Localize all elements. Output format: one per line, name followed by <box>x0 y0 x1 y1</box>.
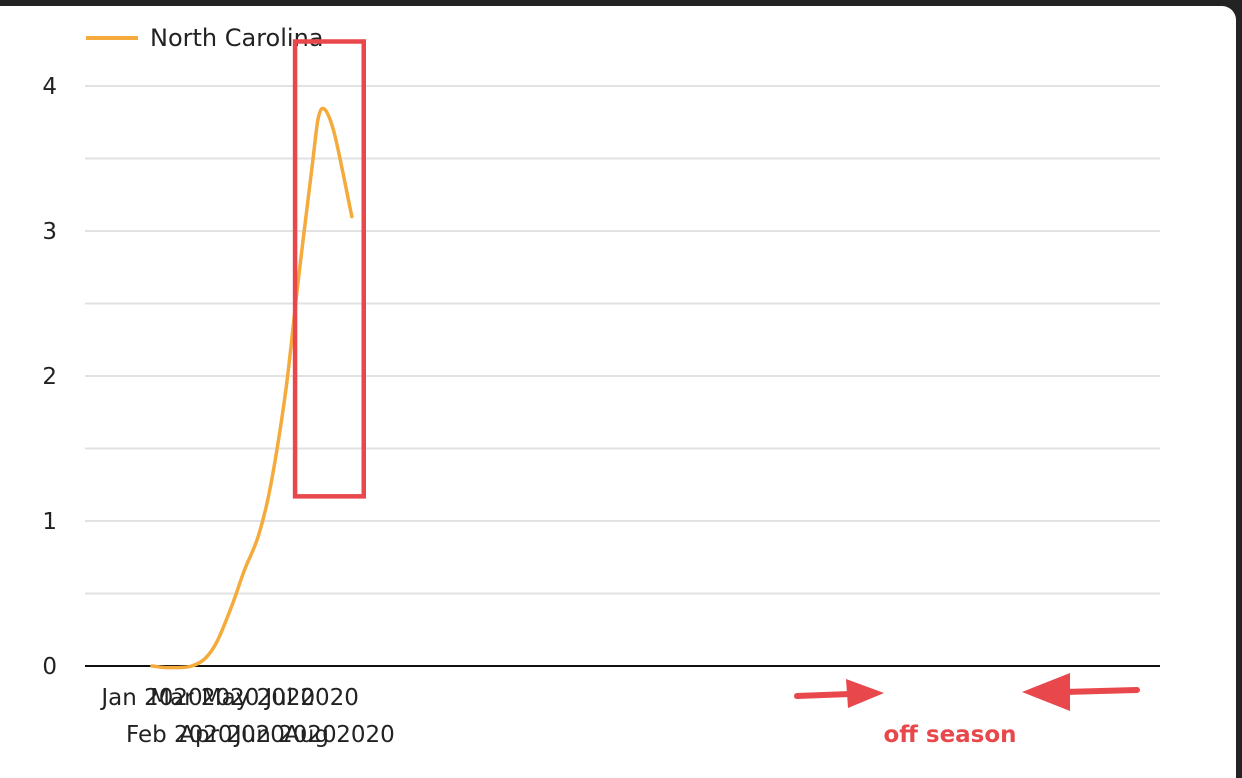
y-tick-label: 4 <box>42 74 57 100</box>
x-tick-label: Apr 2020 <box>179 722 285 748</box>
arrow-left-shaft <box>794 691 853 699</box>
legend: North Carolina <box>86 24 324 52</box>
y-tick-label: 1 <box>42 509 57 535</box>
off-season-label: off season <box>883 722 1016 748</box>
gridlines <box>85 85 1160 595</box>
arrow-left-head <box>846 679 884 708</box>
y-tick-label: 2 <box>42 364 57 390</box>
x-tick-label: Jul 2020 <box>263 685 359 711</box>
annotation-arrows <box>794 673 1140 711</box>
y-axis-ticks: 0 1 2 3 4 <box>42 74 57 680</box>
x-tick-label: May 2020 <box>202 685 315 711</box>
x-tick-label: Mar 2020 <box>150 685 259 711</box>
chart-card: 0 1 2 3 4 Jan 2020 Feb 2020 Mar 2020 Apr 2020 Ma… <box>0 6 1236 778</box>
arrow-right-shaft <box>1061 687 1140 695</box>
highlight-box <box>292 39 367 499</box>
arrow-right-head <box>1022 673 1070 711</box>
x-axis-ticks: Jan 2020 Feb 2020 Mar 2020 Apr 2020 May 2020… <box>99 685 394 748</box>
x-tick-label: Jun 2020 <box>233 722 337 748</box>
x-tick-label: Feb 2020 <box>126 722 233 748</box>
y-tick-label: 0 <box>42 654 57 680</box>
series-line-north-carolina <box>150 106 354 670</box>
line-chart: 0 1 2 3 4 Jan 2020 Feb 2020 Mar 2020 Apr 2020 Ma… <box>42 24 1160 748</box>
y-tick-label: 3 <box>42 219 57 245</box>
x-tick-label: Aug 2020 <box>284 722 395 748</box>
x-tick-label: Jan 2020 <box>99 685 202 711</box>
legend-label: North Carolina <box>150 24 324 52</box>
